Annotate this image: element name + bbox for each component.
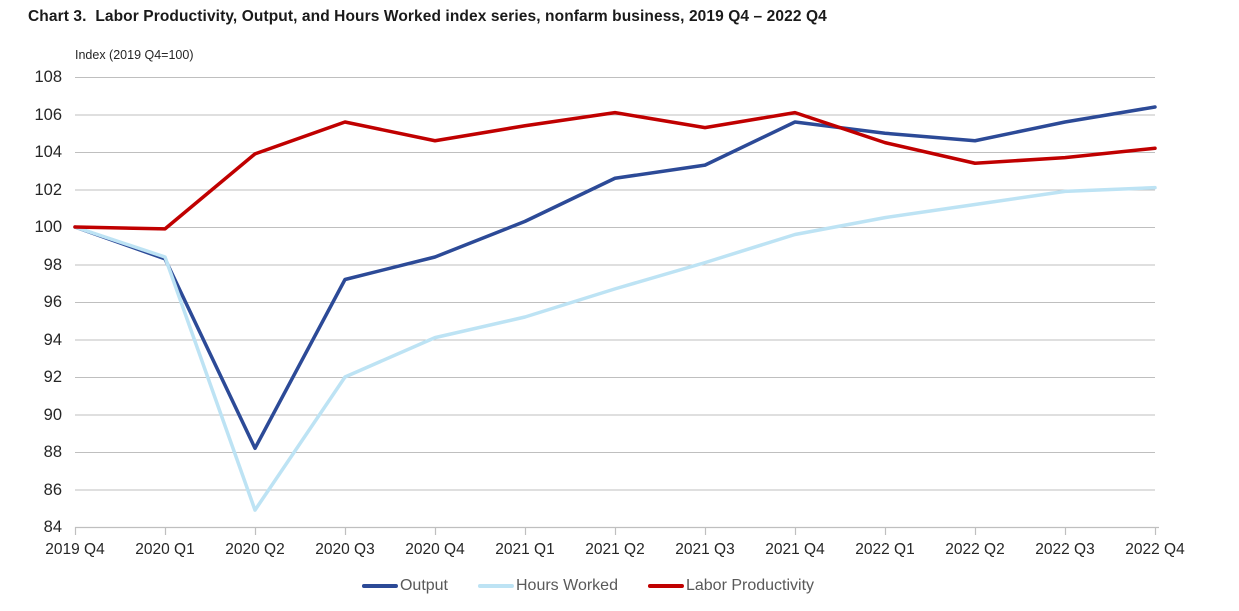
- y-axis-unit-note: Index (2019 Q4=100): [75, 48, 194, 62]
- legend-item-hours-worked: Hours Worked: [478, 577, 618, 595]
- y-tick-label-98: 98: [43, 255, 62, 274]
- x-tick-label-2021-q2: 2021 Q2: [585, 541, 645, 558]
- legend-label-hours-worked: Hours Worked: [516, 577, 618, 594]
- legend-label-output: Output: [399, 577, 448, 594]
- series-line-hours-worked: [73, 185, 1157, 512]
- y-tick-label-102: 102: [34, 180, 62, 199]
- legend-item-labor-productivity: Labor Productivity: [647, 577, 815, 595]
- series-line-output: [73, 105, 1157, 450]
- x-tick-label-2020-q3: 2020 Q3: [315, 541, 375, 558]
- x-tick-label-2022-q3: 2022 Q3: [1035, 541, 1095, 558]
- x-tick-label-2020-q4: 2020 Q4: [405, 541, 465, 558]
- x-tick-label-2021-q3: 2021 Q3: [675, 541, 735, 558]
- x-tick-label-2021-q4: 2021 Q4: [765, 541, 825, 558]
- chart-title: Chart 3. Labor Productivity, Output, and…: [28, 8, 827, 25]
- x-tick-label-2020-q1: 2020 Q1: [135, 541, 195, 558]
- y-tick-label-96: 96: [43, 293, 62, 311]
- y-tick-label-90: 90: [43, 405, 62, 424]
- x-tick-label-2022-q1: 2022 Q1: [855, 541, 915, 558]
- legend-swatch-hours-worked-icon: [478, 584, 514, 588]
- series-lines: [73, 105, 1157, 512]
- x-tick-label-2022-q4: 2022 Q4: [1125, 541, 1185, 558]
- x-tick-label-2020-q2: 2020 Q2: [225, 541, 285, 558]
- legend-swatch-output-icon: [361, 584, 398, 588]
- x-axis: [74, 526, 1159, 535]
- x-tick-label-2022-q2: 2022 Q2: [945, 541, 1005, 558]
- y-tick-label-86: 86: [43, 480, 62, 499]
- legend-item-output: Output: [361, 577, 448, 595]
- legend-label-labor-productivity: Labor Productivity: [685, 577, 815, 594]
- y-tick-label-94: 94: [43, 330, 62, 349]
- y-tick-label-108: 108: [34, 68, 62, 86]
- x-tick-label-2019-q4: 2019 Q4: [45, 541, 105, 558]
- y-tick-label-84: 84: [43, 518, 62, 536]
- series-line-labor-productivity: [73, 110, 1157, 231]
- y-tick-label-92: 92: [43, 368, 62, 386]
- y-tick-label-104: 104: [34, 143, 62, 161]
- y-tick-label-100: 100: [34, 218, 62, 236]
- x-tick-label-2021-q1: 2021 Q1: [495, 541, 555, 558]
- legend-swatch-labor-productivity-icon: [647, 584, 684, 588]
- chart-legend: Output Hours Worked Labor Productivity: [361, 577, 815, 595]
- y-tick-label-106: 106: [34, 105, 62, 124]
- y-tick-label-88: 88: [43, 443, 62, 461]
